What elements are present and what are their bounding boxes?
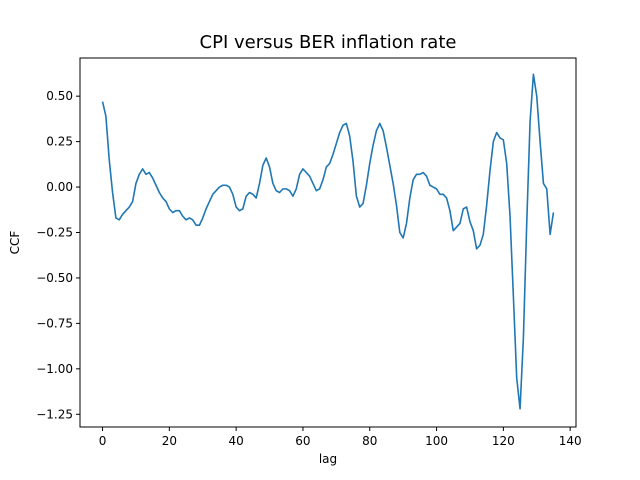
x-tick-label: 100 xyxy=(425,434,448,448)
y-tick-label: 0.25 xyxy=(46,135,73,149)
x-tick-label: 0 xyxy=(99,434,107,448)
y-axis-label: CCF xyxy=(8,231,22,255)
y-tick-label: 0.00 xyxy=(46,180,73,194)
y-tick-label: 0.50 xyxy=(46,89,73,103)
x-tick-label: 20 xyxy=(162,434,177,448)
x-tick-label: 40 xyxy=(229,434,244,448)
ccf-series-line xyxy=(101,73,555,410)
x-tick-label: 140 xyxy=(559,434,582,448)
chart-title: CPI versus BER inflation rate xyxy=(200,32,457,53)
x-axis-ticks: 0 20 40 60 80 100 120 140 xyxy=(99,427,582,448)
axes-frame xyxy=(79,57,577,428)
x-tick-label: 60 xyxy=(295,434,310,448)
y-tick-label: −1.25 xyxy=(36,407,73,421)
y-tick-label: −1.00 xyxy=(36,362,73,376)
y-tick-label: −0.75 xyxy=(36,316,73,330)
x-axis-label: lag xyxy=(319,452,337,466)
y-axis-ticks: −1.25 −1.00 −0.75 −0.50 −0.25 0.00 0.25 0.50 xyxy=(36,89,80,421)
y-tick-label: −0.25 xyxy=(36,226,73,240)
plot-area xyxy=(101,73,555,410)
x-tick-label: 120 xyxy=(492,434,515,448)
x-tick-label: 80 xyxy=(362,434,377,448)
y-tick-label: −0.50 xyxy=(36,271,73,285)
